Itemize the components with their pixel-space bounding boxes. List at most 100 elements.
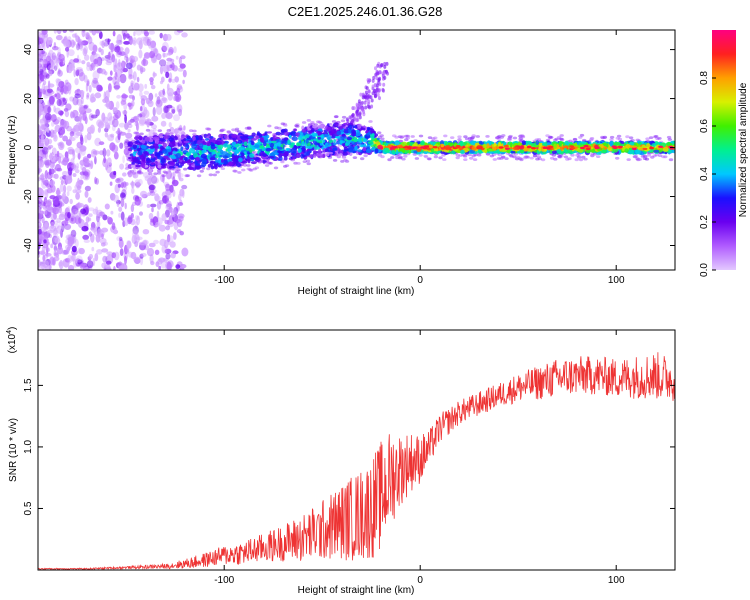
spectrogram-cell xyxy=(418,153,423,157)
spectrogram-cell xyxy=(496,148,500,153)
spectrogram-cell xyxy=(442,158,447,162)
spectrogram-cell xyxy=(133,115,139,123)
spectrogram-cell xyxy=(141,193,145,199)
spectrogram-cell xyxy=(49,180,56,186)
spectrogram-cell xyxy=(165,33,172,41)
spectrogram-cell xyxy=(70,111,73,119)
spectrogram-cell xyxy=(455,156,460,160)
spectrogram-cell xyxy=(47,144,54,149)
spectrogram-cell xyxy=(486,143,490,149)
spectrogram-cell xyxy=(433,136,438,140)
spectrogram-cell xyxy=(485,135,490,138)
spectrogram-cell xyxy=(266,131,272,134)
spectrogram-cell xyxy=(377,77,381,82)
spectrogram-cell xyxy=(385,61,389,66)
spectrogram-cell xyxy=(171,156,177,160)
spectrogram-cell xyxy=(128,214,132,220)
spectrogram-cell xyxy=(95,178,99,185)
spectrogram-cell xyxy=(188,129,194,133)
spectrogram-cell xyxy=(78,72,86,82)
spectrogram-cell xyxy=(38,235,42,242)
spectrogram-cell xyxy=(73,58,79,63)
spectrogram-cell xyxy=(522,156,528,160)
spectrogram-cell xyxy=(516,156,521,159)
spectrogram-cell xyxy=(143,90,150,95)
spectrogram-cell xyxy=(375,83,379,88)
spectrogram-cell xyxy=(140,67,146,73)
spectrogram-cell xyxy=(240,152,245,157)
spectrogram-cell xyxy=(62,97,66,102)
spectrogram-cell xyxy=(116,46,124,52)
spectrogram-cell xyxy=(469,149,475,154)
spectrogram-cell xyxy=(171,179,179,187)
spectrogram-cell xyxy=(119,248,124,256)
spectrogram-cell xyxy=(77,41,85,45)
spectrogram-cell xyxy=(38,142,44,147)
spectrogram-cell xyxy=(410,135,415,138)
spectrogram-cell xyxy=(55,163,61,172)
spectrogram-cell xyxy=(126,240,131,250)
spectrogram-cell xyxy=(132,37,137,46)
spectrogram-cell xyxy=(324,142,328,148)
spectrogram-cell xyxy=(400,135,405,139)
spectrogram-cell xyxy=(545,134,550,138)
spectrogram-cell xyxy=(59,119,67,129)
spectrogram-cell xyxy=(427,157,432,161)
spectrogram-cell xyxy=(507,135,513,139)
spectrogram-cell xyxy=(67,149,75,155)
spectrogram-cell xyxy=(360,157,365,161)
spectrogram-cell xyxy=(267,124,272,128)
spectrogram-cell xyxy=(69,96,74,102)
spectrogram-cell xyxy=(166,235,174,243)
spectrogram-cell xyxy=(53,252,57,257)
spectrogram-cell xyxy=(167,236,171,246)
spectrogram-cell xyxy=(116,94,121,99)
spectrogram-cell xyxy=(258,145,265,148)
spectrogram-cell xyxy=(58,205,62,214)
spectrogram-cell xyxy=(370,128,375,134)
spectrogram-cell xyxy=(199,143,204,149)
spectrogram-cell xyxy=(120,100,127,105)
spectrogram-cell xyxy=(360,127,366,131)
spectrogram-cell xyxy=(50,132,54,138)
spectrogram-cell xyxy=(423,155,429,159)
spectrogram-cell xyxy=(231,133,238,139)
spectrogram-cell xyxy=(252,167,257,171)
spectrogram-cell xyxy=(306,162,311,166)
spectrogram-cell xyxy=(118,206,123,212)
spectrogram-cell xyxy=(433,155,438,159)
spectrogram-cell xyxy=(184,174,189,178)
spectrogram-cell xyxy=(127,120,132,126)
spectrogram-cell xyxy=(246,164,251,167)
spectrogram-cell xyxy=(183,140,190,144)
spectrogram-cell xyxy=(86,64,91,72)
spectrogram-cell xyxy=(138,241,146,246)
spectrogram-cell xyxy=(589,137,595,140)
spectrogram-cell xyxy=(237,130,242,134)
spectrogram-cell xyxy=(353,138,358,142)
spectrogram-cell xyxy=(97,232,102,239)
spectrogram-cell xyxy=(77,259,83,265)
spectrogram-cell xyxy=(158,224,166,232)
spectrogram-cell xyxy=(363,154,368,158)
spectrogram-cell xyxy=(361,95,365,100)
spectrogram-cell xyxy=(152,107,156,117)
spectrogram-cell xyxy=(234,127,240,131)
spectrogram-cell xyxy=(155,53,162,61)
spectrogram-cell xyxy=(313,154,317,158)
spectrogram-cell xyxy=(113,85,121,90)
spectrogram-cell xyxy=(120,211,125,221)
spectrogram-cell xyxy=(283,137,289,141)
spectrogram-cell xyxy=(161,112,167,119)
spectrogram-cell xyxy=(366,95,370,99)
spectrogram-cell xyxy=(56,246,64,255)
spectrogram-cell xyxy=(113,170,117,176)
spectrogram-cell xyxy=(196,144,200,148)
spectrogram-cell xyxy=(107,76,113,81)
spectrogram-cell xyxy=(45,250,49,259)
spectrogram-cell xyxy=(179,63,186,69)
spectrogram-cell xyxy=(457,135,462,139)
spectrogram-cell xyxy=(549,156,555,160)
spectrogram-cell xyxy=(563,148,568,153)
spectrogram-cell xyxy=(283,156,288,161)
